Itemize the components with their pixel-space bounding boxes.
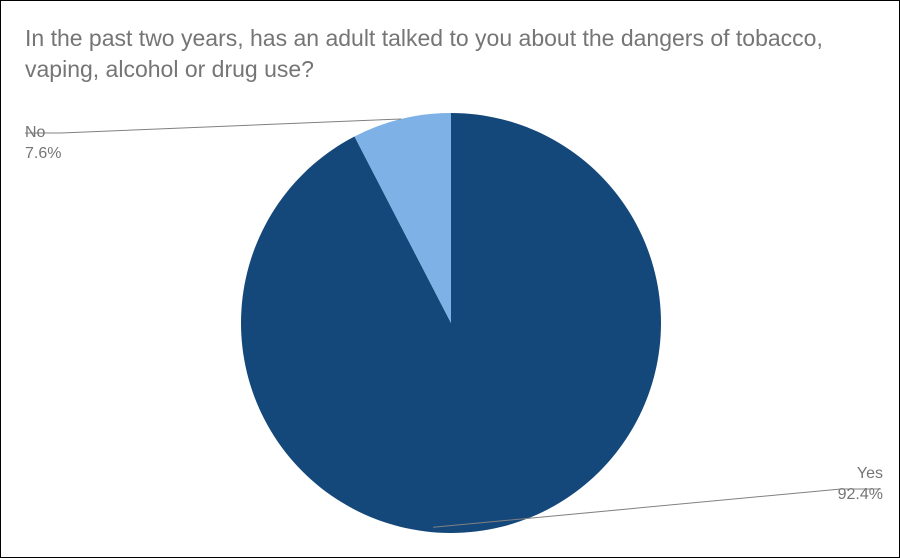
- slice-label-no-name: No: [25, 123, 61, 144]
- slice-label-no: No 7.6%: [25, 123, 61, 165]
- chart-title: In the past two years, has an adult talk…: [25, 23, 859, 85]
- slice-label-no-value: 7.6%: [25, 144, 61, 165]
- slice-label-yes: Yes 92.4%: [838, 464, 883, 506]
- pie-chart: No 7.6% Yes 92.4%: [1, 101, 900, 541]
- slice-label-yes-name: Yes: [838, 464, 883, 485]
- pie-svg: [241, 113, 661, 533]
- slice-label-yes-value: 92.4%: [838, 485, 883, 506]
